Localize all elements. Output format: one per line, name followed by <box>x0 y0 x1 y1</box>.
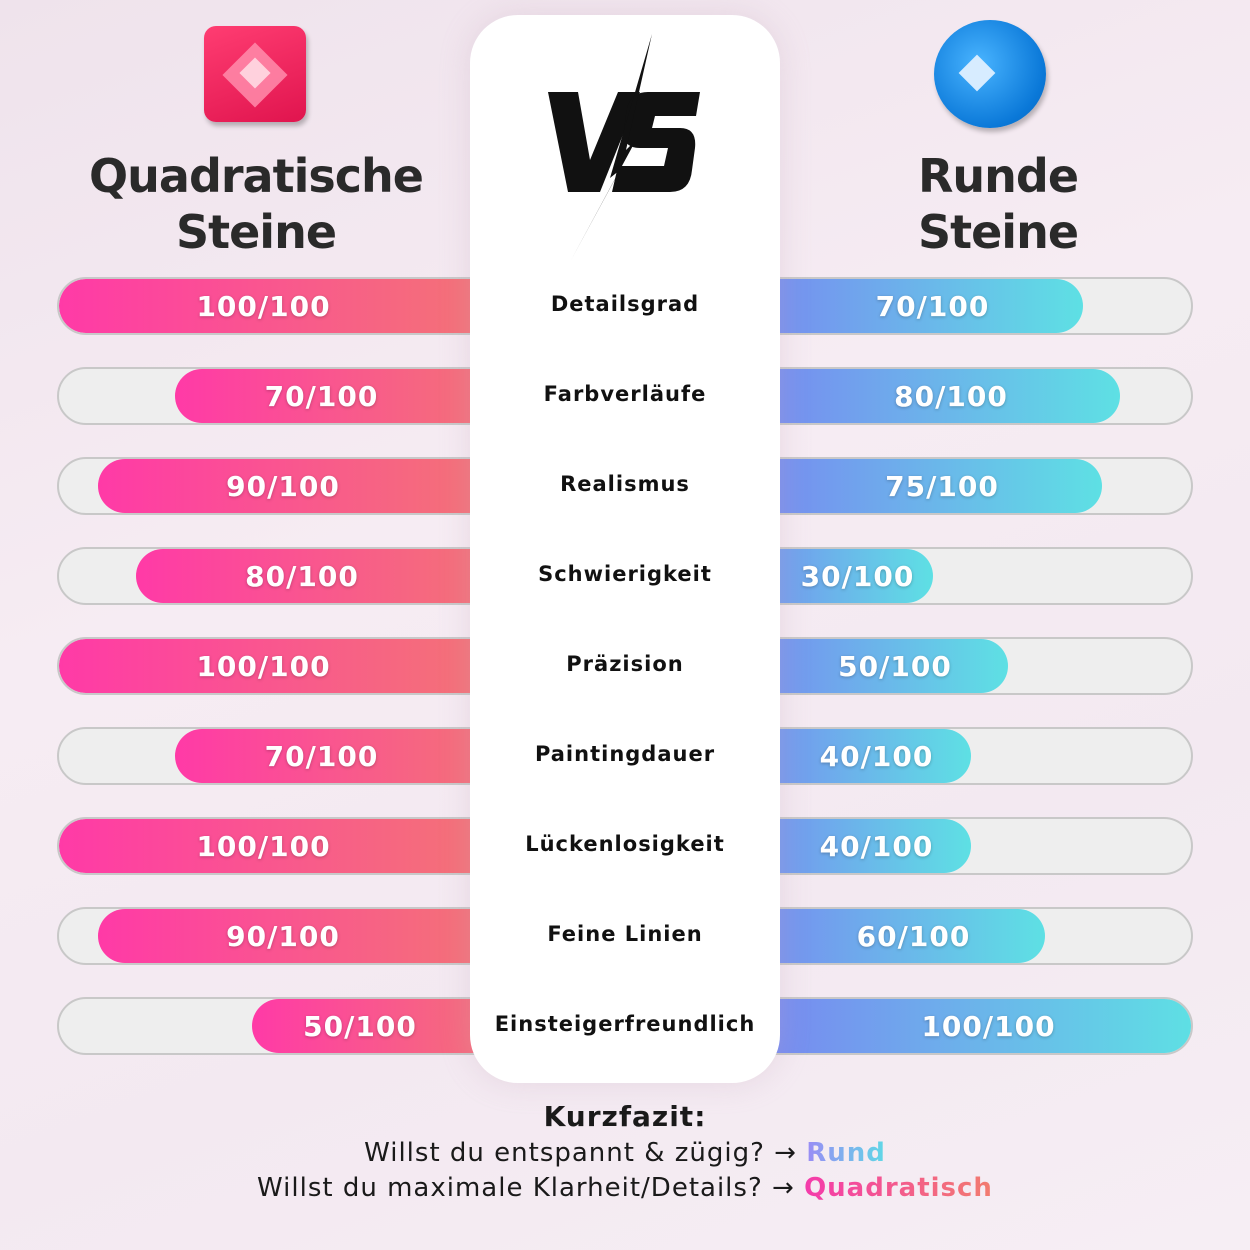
left-bar: 100/100 <box>59 639 535 693</box>
criterion-label: Feine Linien <box>547 922 703 946</box>
left-bar-track: 100/100 <box>57 277 537 335</box>
criterion-label: Realismus <box>560 472 690 496</box>
left-bar: 100/100 <box>59 819 535 873</box>
right-bar: 80/100 <box>715 369 1120 423</box>
criterion-label: Einsteigerfreundlich <box>494 1012 756 1036</box>
left-bar-label: 80/100 <box>245 559 359 593</box>
right-bar: 100/100 <box>715 999 1191 1053</box>
summary-heading: Kurzfazit: <box>543 1100 707 1133</box>
right-bar-track: 40/100 <box>713 817 1193 875</box>
left-bar-track: 80/100 <box>57 547 537 605</box>
left-bar-track: 50/100 <box>57 997 537 1055</box>
left-bar: 90/100 <box>98 909 535 963</box>
summary-answer-rund: Rund <box>806 1138 886 1168</box>
right-bar-track: 75/100 <box>713 457 1193 515</box>
right-bar-label: 75/100 <box>885 469 999 503</box>
criterion-label: Lückenlosigkeit <box>525 832 725 856</box>
criterion-label: Detailsgrad <box>550 292 700 316</box>
square-gem-icon <box>204 26 306 122</box>
left-title: Quadratische Steine <box>46 148 466 260</box>
left-bar-label: 50/100 <box>303 1009 417 1043</box>
summary-question-2: Willst du maximale Klarheit/Details? → <box>257 1173 805 1203</box>
right-title-line1: Runde <box>917 149 1079 203</box>
right-bar-label: 40/100 <box>819 739 934 773</box>
left-bar-track: 90/100 <box>57 907 537 965</box>
summary-line-2: Willst du maximale Klarheit/Details? → Q… <box>0 1173 1250 1203</box>
left-bar: 80/100 <box>136 549 535 603</box>
summary-answer-quadratisch: Quadratisch <box>804 1173 993 1203</box>
left-bar: 90/100 <box>98 459 535 513</box>
right-bar-track: 40/100 <box>713 727 1193 785</box>
left-bar-label: 90/100 <box>226 919 340 953</box>
left-bar-track: 100/100 <box>57 817 537 875</box>
right-bar-track: 100/100 <box>713 997 1193 1055</box>
right-bar-label: 50/100 <box>838 649 952 683</box>
criterion-label: Schwierigkeit <box>538 562 712 586</box>
left-bar-label: 70/100 <box>264 739 379 773</box>
criterion-label: Farbverläufe <box>543 382 707 406</box>
criteria-card <box>470 15 780 1083</box>
right-title-line2: Steine <box>917 205 1079 259</box>
criterion-label: Paintingdauer <box>534 742 716 766</box>
left-bar-track: 70/100 <box>57 367 537 425</box>
left-bar-track: 90/100 <box>57 457 537 515</box>
left-bar: 100/100 <box>59 279 535 333</box>
left-bar-label: 100/100 <box>196 289 331 323</box>
left-bar-track: 100/100 <box>57 637 537 695</box>
right-bar-label: 70/100 <box>875 289 990 323</box>
right-bar-track: 60/100 <box>713 907 1193 965</box>
left-title-line2: Steine <box>175 205 337 259</box>
right-bar-track: 50/100 <box>713 637 1193 695</box>
summary-line-1: Willst du entspannt & zügig? → Rund <box>0 1138 1250 1168</box>
round-gem-icon <box>934 20 1046 128</box>
right-bar-label: 60/100 <box>856 919 971 953</box>
criterion-label: Präzision <box>566 652 684 676</box>
right-title: Runde Steine <box>788 148 1208 260</box>
right-bar-label: 100/100 <box>921 1009 1056 1043</box>
left-bar-track: 70/100 <box>57 727 537 785</box>
right-bar-label: 30/100 <box>800 559 915 593</box>
left-bar-label: 100/100 <box>196 649 331 683</box>
right-bar-label: 40/100 <box>819 829 934 863</box>
right-bar-track: 70/100 <box>713 277 1193 335</box>
left-bar-label: 90/100 <box>226 469 340 503</box>
right-bar-track: 30/100 <box>713 547 1193 605</box>
left-bar-label: 70/100 <box>264 379 379 413</box>
left-bar-label: 100/100 <box>196 829 331 863</box>
summary-question-1: Willst du entspannt & zügig? → <box>364 1138 807 1168</box>
left-title-line1: Quadratische <box>89 149 424 203</box>
right-bar-track: 80/100 <box>713 367 1193 425</box>
right-bar-label: 80/100 <box>894 379 1008 413</box>
vs-logo <box>548 34 700 262</box>
